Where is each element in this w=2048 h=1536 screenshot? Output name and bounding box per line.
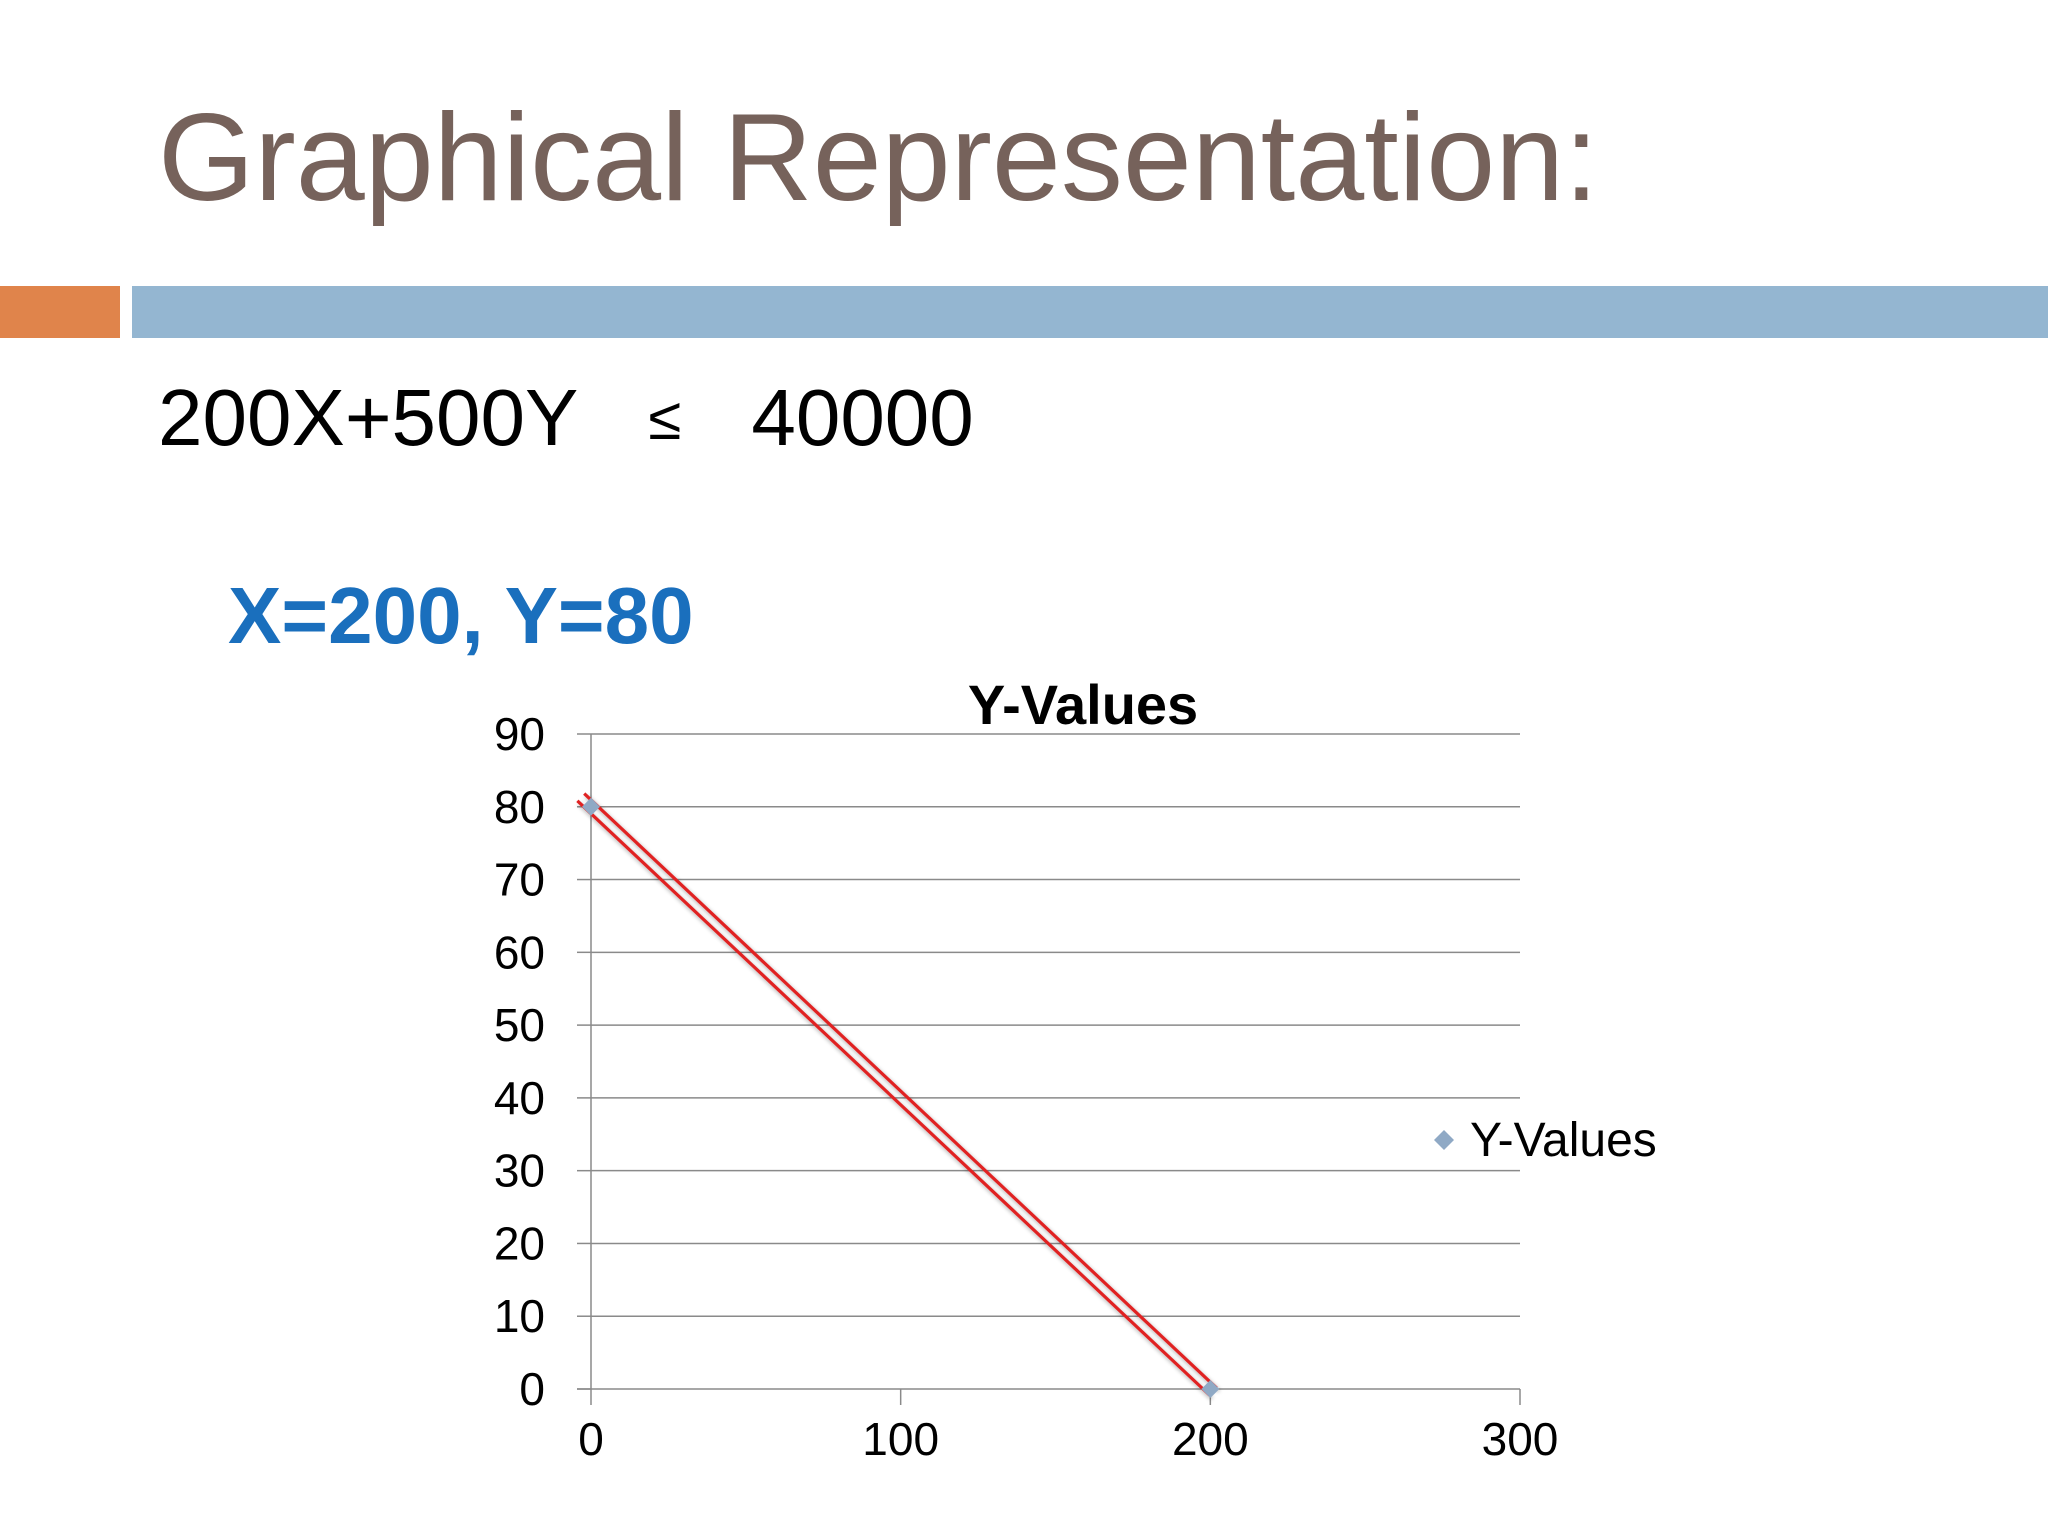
legend-label-0: Y-Values xyxy=(1470,1114,1657,1167)
y-tick-label-10: 10 xyxy=(494,1290,545,1342)
y-tick-label-80: 80 xyxy=(494,781,545,833)
y-tick-label-30: 30 xyxy=(494,1145,545,1197)
y-tick-label-60: 60 xyxy=(494,926,545,978)
data-point-0-0 xyxy=(582,797,600,816)
equation-rhs: 40000 xyxy=(751,373,974,462)
equation-lhs: 200X+500Y xyxy=(158,373,579,462)
x-tick-label-100: 100 xyxy=(862,1413,939,1465)
x-tick-label-200: 200 xyxy=(1172,1413,1249,1465)
y-tick-label-70: 70 xyxy=(494,854,545,906)
gridlines xyxy=(591,733,1520,1317)
constraint-line-stroke-0 xyxy=(583,792,1218,1390)
accent-bar-orange xyxy=(0,286,120,338)
x-tick-label-300: 300 xyxy=(1482,1413,1559,1465)
legend-marker-0 xyxy=(1434,1130,1454,1150)
equation-operator: ≤ xyxy=(648,385,682,452)
constraint-line-stroke-1 xyxy=(576,799,1211,1397)
y-tick-label-40: 40 xyxy=(494,1072,545,1124)
y-tick-label-20: 20 xyxy=(494,1217,545,1269)
x-tick-label-0: 0 xyxy=(578,1413,604,1465)
annotation-layer xyxy=(576,792,1218,1397)
tick-labels: 0 10 20 30 40 50 60 70 80 90 0 100 200 300 xyxy=(494,708,1559,1465)
chart-title: Y-Values xyxy=(968,673,1198,736)
accent-bar-blue xyxy=(132,286,2048,338)
y-tick-label-0: 0 xyxy=(519,1363,545,1415)
data-point-0-1 xyxy=(1201,1380,1220,1398)
slide-title: Graphical Representation: xyxy=(158,89,1599,227)
y-tick-label-50: 50 xyxy=(494,999,545,1051)
y-tick-label-90: 90 xyxy=(494,708,545,760)
constraint-line-0 xyxy=(576,792,1218,1397)
constraint-equation: 200X+500Y ≤40000 xyxy=(158,378,974,458)
chart-legend: Y-Values xyxy=(1434,1114,1657,1167)
series-layer xyxy=(582,797,1220,1398)
axes xyxy=(577,733,1521,1405)
solution-values: X=200, Y=80 xyxy=(228,571,694,660)
